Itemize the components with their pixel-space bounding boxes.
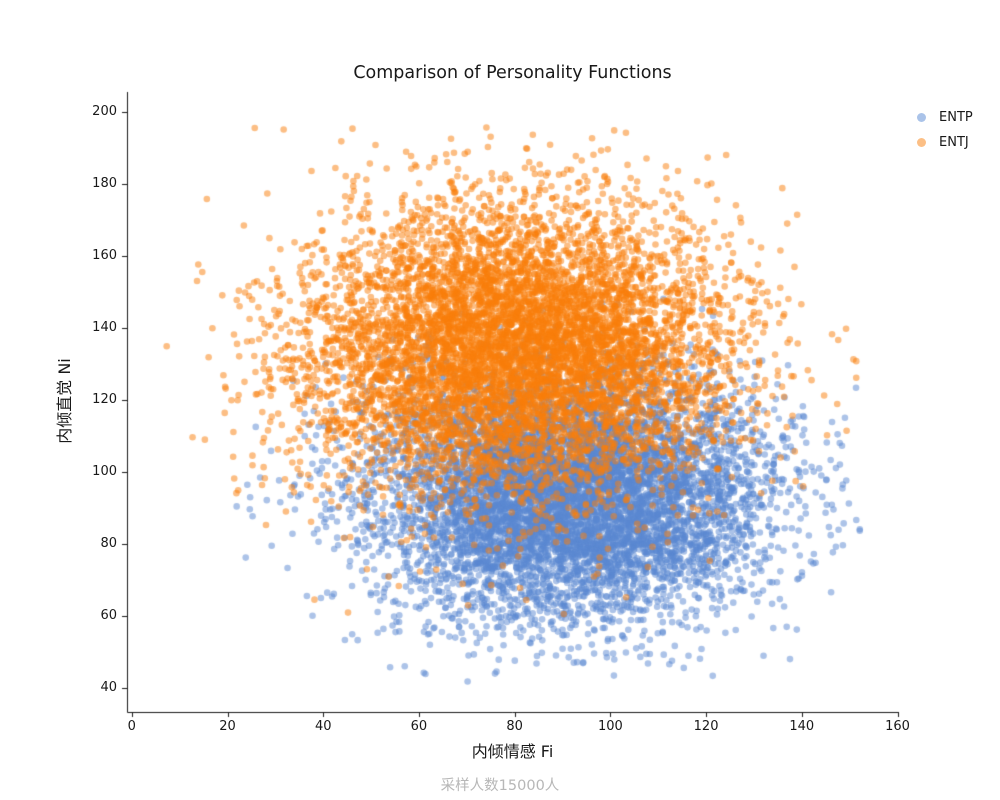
legend-item-entp: ENTP: [908, 105, 973, 130]
x-tick-label: 60: [410, 719, 428, 734]
x-tick-label: 140: [789, 719, 815, 734]
chart-title: Comparison of Personality Functions: [353, 63, 672, 83]
x-tick-label: 100: [597, 719, 623, 734]
x-axis-label: 内倾情感 Fi: [471, 742, 554, 761]
legend-item-entj: ENTJ: [908, 130, 973, 155]
y-tick-label: 200: [92, 104, 117, 120]
legend-label-entj: ENTJ: [939, 135, 969, 150]
x-tick-label: 80: [506, 719, 523, 734]
y-tick-label: 120: [92, 392, 117, 408]
entp-legend-marker-icon: [917, 113, 926, 122]
y-axis-label: 内倾直觉 Ni: [55, 358, 74, 444]
sample-size-caption: 采样人数15000人: [440, 778, 560, 794]
y-tick-label: 160: [92, 248, 117, 264]
entj-legend-marker-icon: [917, 138, 926, 147]
y-tick-label: 180: [92, 176, 117, 192]
x-tick-label: 40: [314, 719, 332, 734]
y-tick-label: 80: [100, 535, 117, 551]
x-tick-label: 160: [885, 719, 910, 734]
y-tick-label: 60: [100, 607, 117, 623]
x-tick-label: 20: [219, 719, 236, 734]
x-tick-label: 120: [693, 719, 719, 734]
legend: ENTP ENTJ: [908, 105, 973, 155]
x-tick-label: 0: [127, 719, 136, 734]
y-tick-label: 140: [92, 320, 117, 336]
y-tick-label: 40: [100, 679, 117, 695]
y-tick-label: 100: [92, 463, 117, 479]
legend-label-entp: ENTP: [939, 110, 973, 125]
